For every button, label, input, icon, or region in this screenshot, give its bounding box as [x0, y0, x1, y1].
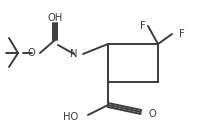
Text: F: F: [139, 21, 145, 31]
Text: N: N: [70, 49, 78, 59]
Text: OH: OH: [47, 13, 62, 23]
Text: F: F: [178, 29, 184, 39]
Text: HO: HO: [62, 112, 78, 122]
Text: O: O: [148, 109, 156, 119]
Text: O: O: [27, 48, 35, 58]
